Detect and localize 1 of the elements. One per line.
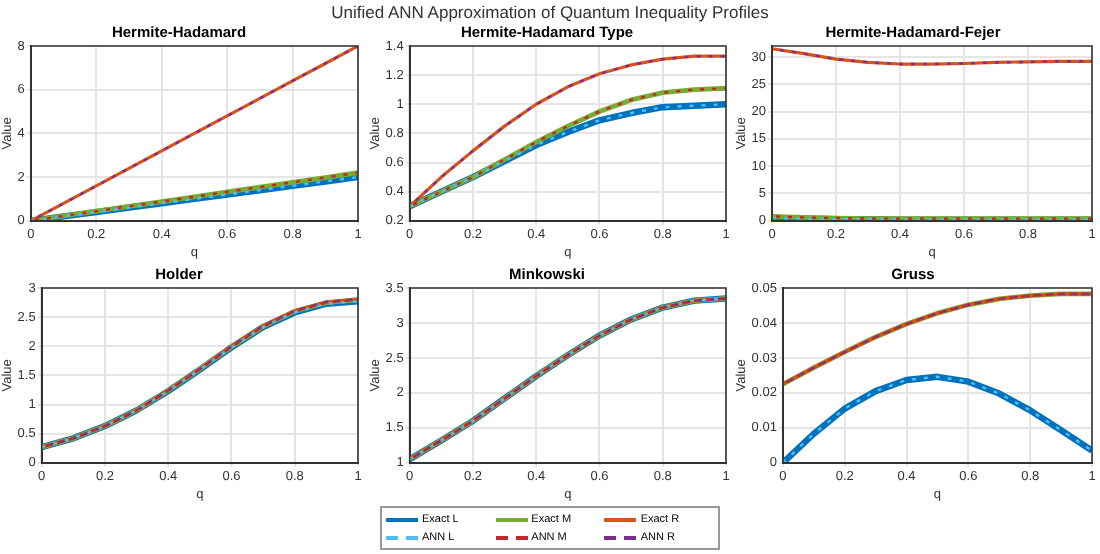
text: Unified ANN Approximation of Quantum Inequality Profiles [329,2,771,22]
